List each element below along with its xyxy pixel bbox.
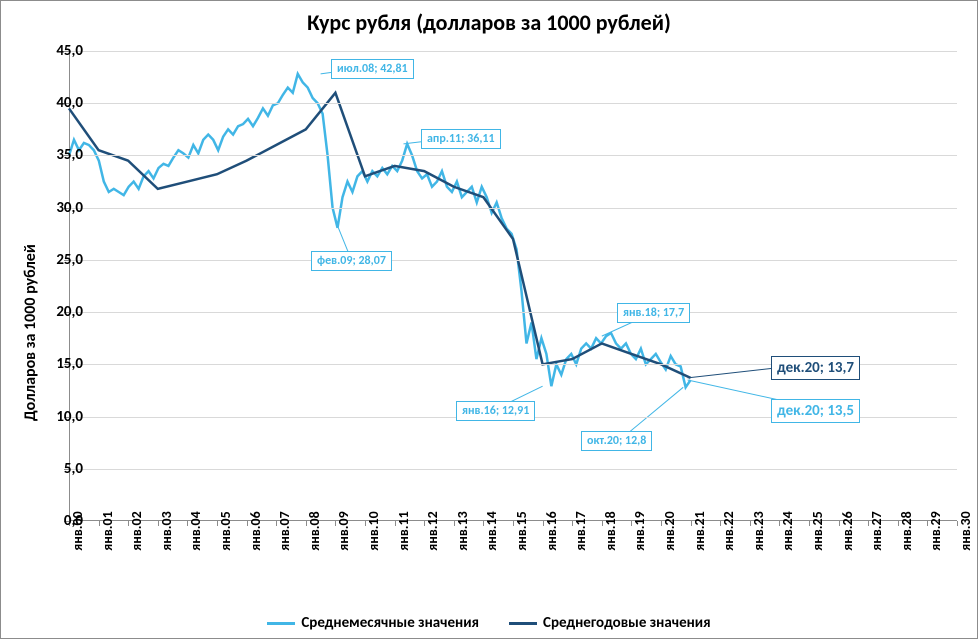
x-tick-label: янв.05 [217, 511, 234, 550]
callout-label: янв.18; 17,7 [617, 303, 690, 323]
y-tick-label: 25,0 [56, 251, 83, 269]
chart-container: Курс рубля (долларов за 1000 рублей) Дол… [0, 0, 978, 639]
y-tick-label: 20,0 [56, 303, 83, 321]
callout-label: июл.08; 42,81 [331, 59, 414, 79]
x-tick-label: янв.26 [839, 511, 856, 550]
x-tick-label: янв.14 [483, 511, 500, 550]
x-tick-label: янв.06 [247, 511, 264, 550]
callout-label: дек.20; 13,7 [771, 356, 860, 380]
x-tick-label: янв.23 [750, 511, 767, 550]
x-tick-label: янв.02 [128, 511, 145, 550]
legend-item-monthly: Среднемесячные значения [267, 614, 479, 632]
line-monthly [69, 74, 691, 387]
x-tick-label: янв.29 [927, 511, 944, 550]
x-tick-label: янв.03 [158, 511, 175, 550]
x-tick-label: янв.13 [454, 511, 471, 550]
legend-swatch-yearly [509, 622, 537, 625]
y-tick-label: 10,0 [56, 408, 83, 426]
gridline [69, 208, 957, 209]
x-tick-label: янв.27 [868, 511, 885, 550]
plot-area: июл.08; 42,81 фев.09; 28,07 апр.11; 36,11 я… [69, 51, 957, 521]
callout-label: фев.09; 28,07 [311, 251, 392, 271]
y-tick-label: 15,0 [56, 355, 83, 373]
callout-label: окт.20; 12,8 [581, 431, 652, 451]
x-tick-label: янв.10 [365, 511, 382, 550]
x-tick-label: янв.00 [69, 511, 86, 550]
x-tick-label: янв.17 [572, 511, 589, 550]
x-tick-label: янв.20 [661, 511, 678, 550]
x-tick-label: янв.30 [957, 511, 974, 550]
chart-title: Курс рубля (долларов за 1000 рублей) [1, 9, 977, 36]
x-tick-label: янв.07 [276, 511, 293, 550]
gridline [69, 312, 957, 313]
callout-label: дек.20; 13,5 [771, 399, 860, 423]
callout-label: апр.11; 36,11 [421, 129, 501, 149]
chart-lines-svg [69, 51, 957, 521]
y-axis-label: Долларов за 1000 рублей [21, 244, 40, 421]
gridline [69, 155, 957, 156]
y-tick-label: 45,0 [56, 42, 83, 60]
x-tick-label: янв.09 [335, 511, 352, 550]
y-tick-label: 30,0 [56, 199, 83, 217]
x-tick-label: янв.16 [543, 511, 560, 550]
x-tick-label: янв.15 [513, 511, 530, 550]
y-tick-label: 35,0 [56, 146, 83, 164]
x-tick-label: янв.18 [602, 511, 619, 550]
x-tick-label: янв.25 [809, 511, 826, 550]
callout-label: янв.16; 12,91 [456, 401, 535, 421]
gridline [69, 469, 957, 470]
y-tick-label: 5,0 [64, 460, 83, 478]
legend-swatch-monthly [267, 622, 295, 625]
legend-label-yearly: Среднегодовые значения [543, 614, 711, 632]
legend: Среднемесячные значения Среднегодовые зн… [1, 614, 977, 632]
gridline [69, 51, 957, 52]
x-tick-label: янв.28 [898, 511, 915, 550]
x-tick-label: янв.11 [395, 511, 412, 550]
x-tick-label: янв.08 [306, 511, 323, 550]
gridline [69, 103, 957, 104]
x-tick-label: янв.12 [424, 511, 441, 550]
gridline [69, 260, 957, 261]
line-yearly [69, 93, 691, 378]
x-tick-label: янв.21 [691, 511, 708, 550]
legend-label-monthly: Среднемесячные значения [301, 614, 479, 632]
x-tick-label: янв.22 [720, 511, 737, 550]
x-tick-label: янв.24 [779, 511, 796, 550]
x-tick-label: янв.04 [187, 511, 204, 550]
legend-item-yearly: Среднегодовые значения [509, 614, 711, 632]
x-tick-label: янв.01 [99, 511, 116, 550]
y-tick-label: 40,0 [56, 94, 83, 112]
x-tick-label: янв.19 [631, 511, 648, 550]
